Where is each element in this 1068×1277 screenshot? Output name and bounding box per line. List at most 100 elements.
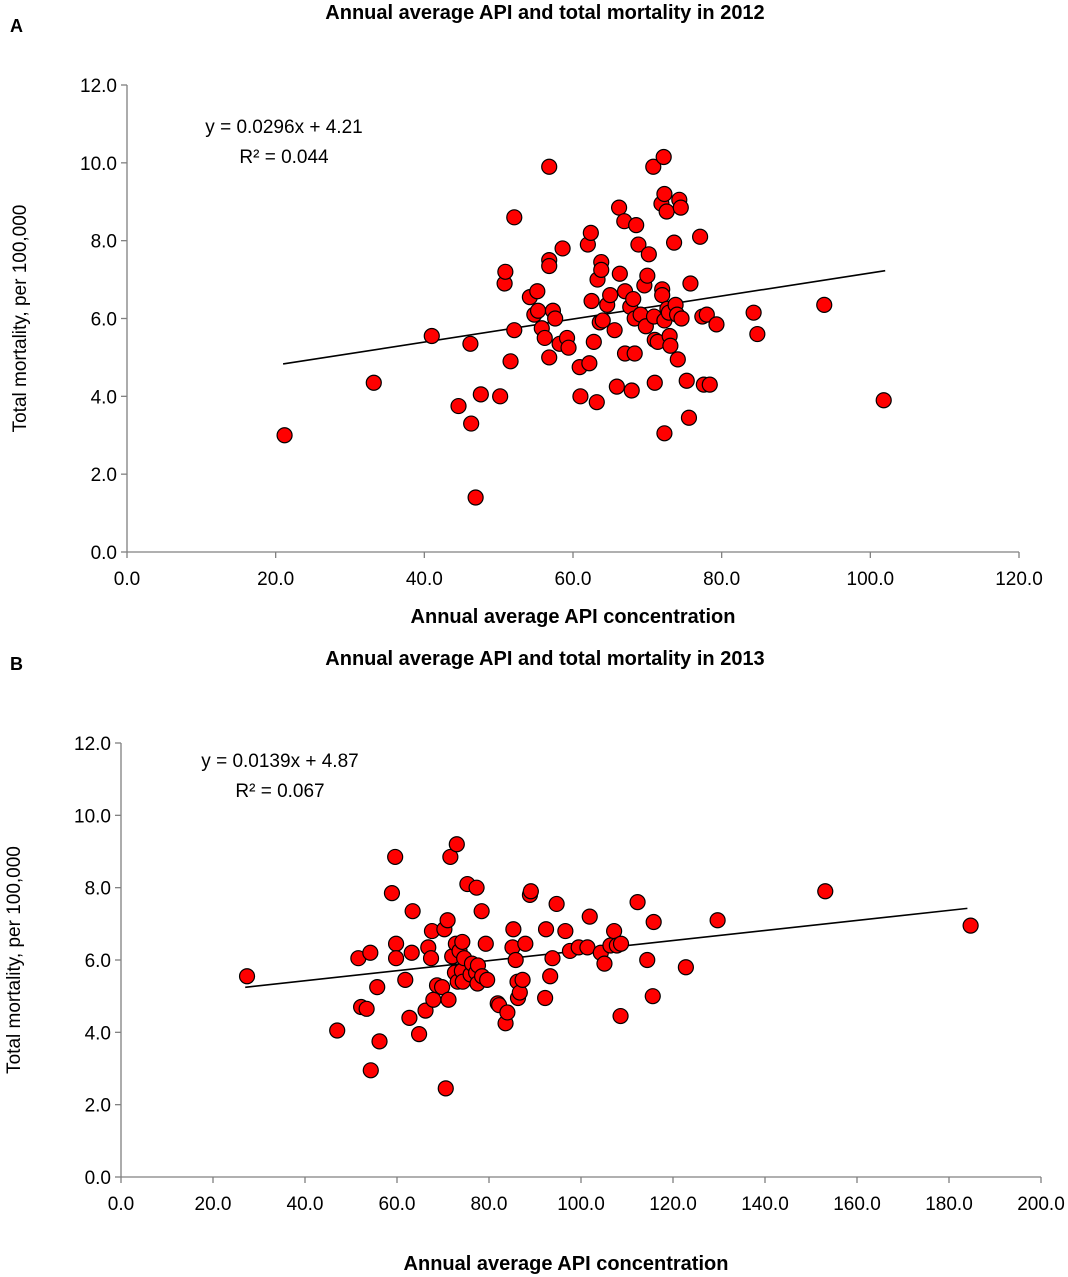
data-point [387, 935, 405, 952]
data-point [645, 913, 662, 931]
x-tick-label: 120.0 [995, 569, 1043, 590]
data-point [410, 1026, 428, 1043]
x-tick-label: 140.0 [741, 1194, 789, 1215]
data-point [362, 944, 379, 961]
data-point [422, 950, 440, 967]
y-tick-label: 2.0 [91, 465, 117, 486]
x-tick-label: 80.0 [703, 569, 740, 590]
data-point [371, 1033, 388, 1050]
y-tick-label: 0.0 [85, 1168, 111, 1189]
data-point [629, 894, 646, 911]
data-point [581, 908, 598, 925]
data-point [472, 386, 489, 403]
data-point [678, 372, 695, 389]
data-point [602, 287, 619, 304]
data-point [698, 306, 715, 323]
data-point [499, 1004, 516, 1021]
data-point [658, 203, 675, 220]
data-point [403, 944, 420, 961]
data-point [507, 951, 524, 969]
x-tick-label: 0.0 [114, 569, 140, 590]
data-point [439, 912, 456, 929]
data-point [557, 922, 574, 940]
data-point [709, 912, 726, 929]
x-tick-label: 20.0 [257, 569, 294, 590]
data-point [623, 382, 640, 399]
data-point [473, 903, 490, 920]
data-point [417, 1002, 434, 1019]
data-point [572, 388, 589, 405]
data-point [610, 199, 628, 216]
data-point [433, 979, 451, 996]
data-point [656, 185, 673, 203]
data-point [477, 935, 494, 952]
data-point [365, 374, 382, 391]
y-axis-title: Total mortality, per 100,000 [10, 205, 31, 433]
chart-title-a: Annual average API and total mortality i… [325, 2, 765, 24]
data-point [537, 989, 554, 1007]
data-point [387, 848, 404, 866]
data-point [442, 848, 459, 866]
y-tick-label: 10.0 [74, 806, 111, 827]
data-point [541, 158, 558, 175]
data-point [463, 415, 480, 432]
data-point [383, 884, 401, 902]
data-point [608, 378, 625, 395]
scatter-plot-b: 0.0 2.0 4.0 6.0 8.0 10.0 12.0 0.0 20.0 40.0 60.0 80… [4, 734, 1065, 1275]
data-point [665, 234, 683, 251]
data-point [630, 236, 647, 253]
y-tick-label: 8.0 [85, 879, 111, 900]
data-point [626, 345, 643, 362]
data-point [645, 158, 662, 175]
data-point [522, 883, 539, 900]
data-point [238, 968, 256, 985]
data-point [639, 267, 656, 284]
data-point [329, 1022, 346, 1039]
x-tick-label: 200.0 [1017, 1194, 1065, 1215]
data-point [506, 209, 523, 226]
data-point [646, 374, 663, 391]
data-point [554, 240, 571, 257]
data-point [644, 988, 661, 1005]
data-point [692, 228, 709, 245]
data-point [548, 895, 565, 913]
y-tick-label: 10.0 [80, 154, 117, 175]
panel-label-b: B [10, 654, 23, 674]
x-tick-label: 100.0 [557, 1194, 605, 1215]
x-tick-label: 20.0 [195, 1194, 232, 1215]
data-point [612, 1007, 629, 1025]
data-point [502, 353, 519, 370]
data-point [962, 917, 979, 934]
data-point [387, 950, 405, 967]
data-point [582, 224, 599, 241]
data-point [537, 921, 555, 938]
data-point [404, 903, 421, 920]
y-tick-label: 0.0 [91, 543, 117, 564]
data-point [612, 935, 630, 952]
data-point [492, 388, 509, 405]
data-point [425, 991, 442, 1008]
data-point [517, 935, 534, 952]
x-tick-label: 180.0 [925, 1194, 973, 1215]
y-tick-label: 4.0 [91, 387, 117, 408]
data-point [745, 304, 762, 321]
panel-label-a: A [10, 16, 23, 36]
data-point [423, 327, 440, 345]
scatter-plot-a: 0.0 2.0 4.0 6.0 8.0 10.0 12.0 0.0 20.0 40.0 60.0 80… [10, 76, 1043, 628]
y-tick-label: 6.0 [85, 951, 111, 972]
y-tick-label: 4.0 [85, 1023, 111, 1044]
data-point [669, 351, 686, 368]
data-point [655, 148, 672, 166]
x-tick-label: 60.0 [555, 569, 592, 590]
data-point [594, 312, 611, 329]
data-point [479, 971, 496, 988]
data-point [514, 971, 531, 988]
x-axis-title: Annual average API concentration [404, 1253, 729, 1275]
data-point [816, 296, 833, 313]
y-tick-label: 6.0 [91, 310, 117, 331]
trendline-equation: y = 0.0296x + 4.21 [205, 117, 362, 138]
data-point [593, 261, 610, 278]
data-point [467, 489, 484, 506]
data-point [536, 329, 553, 347]
data-point [611, 265, 628, 282]
